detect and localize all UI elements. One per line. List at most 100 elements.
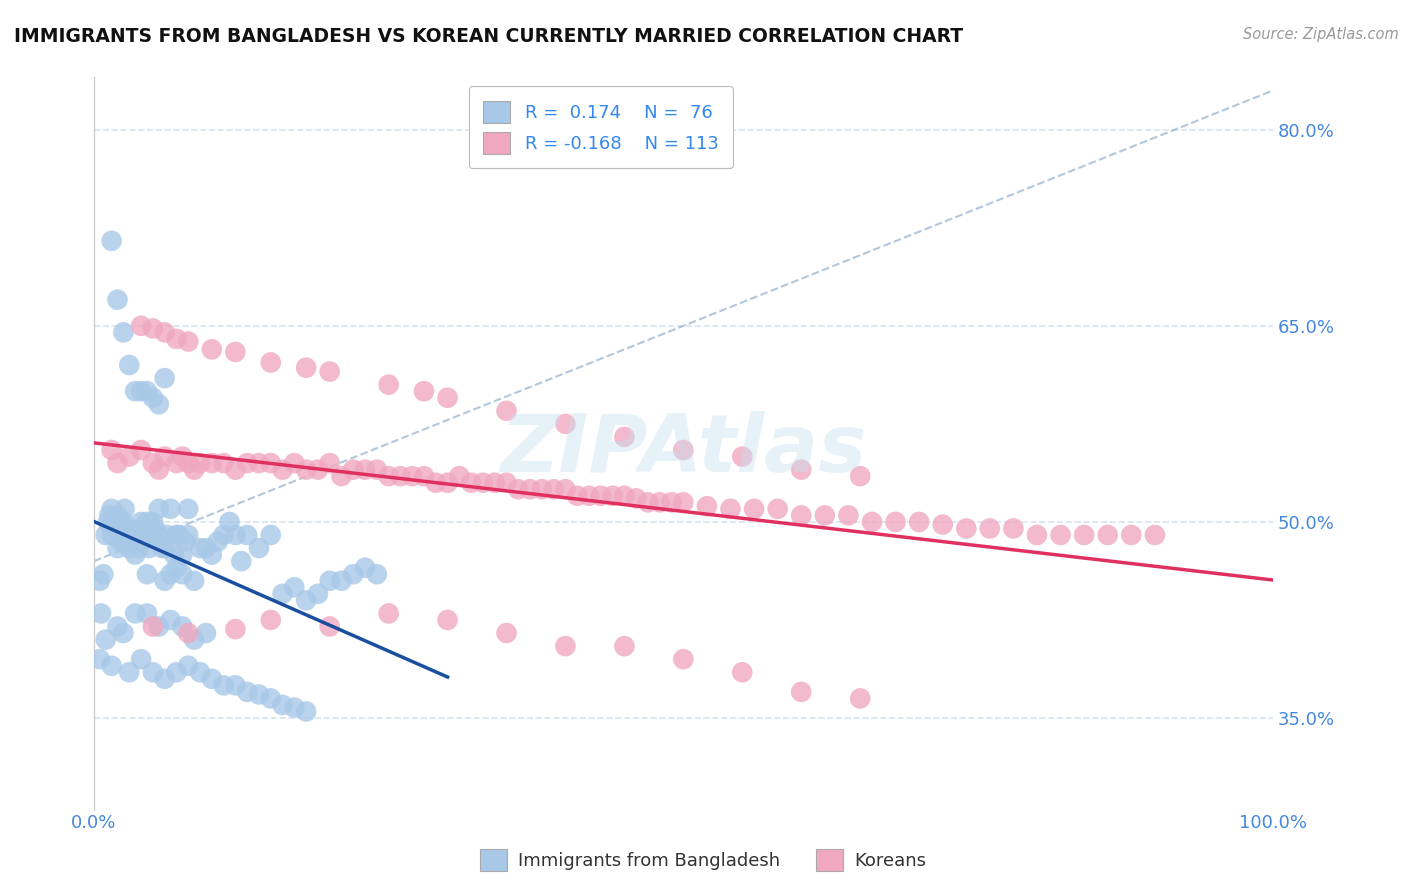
Point [107, 619, 129, 633]
Point [672, 652, 695, 666]
Point [107, 456, 129, 470]
Point [295, 705, 318, 719]
Point [153, 541, 176, 555]
Point [342, 567, 364, 582]
Point [129, 384, 152, 399]
Point [94, 528, 117, 542]
Point [377, 377, 399, 392]
Point [413, 469, 436, 483]
Point [121, 534, 143, 549]
Point [142, 665, 165, 680]
Point [90, 607, 112, 621]
Point [156, 528, 179, 542]
Point [1073, 528, 1095, 542]
Point [247, 541, 270, 555]
Point [115, 528, 138, 542]
Point [172, 450, 194, 464]
Point [307, 462, 329, 476]
Point [177, 626, 200, 640]
Point [224, 528, 246, 542]
Point [201, 548, 224, 562]
Point [613, 489, 636, 503]
Point [849, 691, 872, 706]
Point [218, 515, 240, 529]
Text: IMMIGRANTS FROM BANGLADESH VS KOREAN CURRENTLY MARRIED CORRELATION CHART: IMMIGRANTS FROM BANGLADESH VS KOREAN CUR… [14, 27, 963, 45]
Point [271, 462, 294, 476]
Point [118, 541, 141, 555]
Point [188, 665, 211, 680]
Point [188, 541, 211, 555]
Point [201, 456, 224, 470]
Legend: Immigrants from Bangladesh, Koreans: Immigrants from Bangladesh, Koreans [472, 842, 934, 879]
Point [460, 475, 482, 490]
Point [107, 515, 129, 529]
Point [589, 489, 612, 503]
Point [159, 501, 181, 516]
Point [436, 391, 458, 405]
Point [330, 574, 353, 588]
Point [260, 613, 283, 627]
Point [283, 700, 305, 714]
Point [602, 489, 624, 503]
Point [720, 501, 742, 516]
Point [837, 508, 859, 523]
Point [128, 541, 150, 555]
Point [153, 326, 176, 340]
Point [129, 443, 152, 458]
Text: Source: ZipAtlas.com: Source: ZipAtlas.com [1243, 27, 1399, 42]
Point [165, 560, 187, 574]
Point [224, 678, 246, 692]
Point [177, 501, 200, 516]
Point [484, 475, 506, 490]
Point [142, 321, 165, 335]
Point [153, 450, 176, 464]
Point [129, 534, 152, 549]
Point [100, 234, 122, 248]
Point [495, 626, 517, 640]
Point [1097, 528, 1119, 542]
Point [1026, 528, 1049, 542]
Point [167, 528, 190, 542]
Point [136, 567, 159, 582]
Point [100, 528, 122, 542]
Point [194, 626, 217, 640]
Point [177, 334, 200, 349]
Point [153, 371, 176, 385]
Point [163, 548, 186, 562]
Point [103, 515, 125, 529]
Point [1002, 521, 1025, 535]
Point [188, 456, 211, 470]
Point [260, 355, 283, 369]
Point [114, 501, 136, 516]
Point [354, 462, 377, 476]
Point [1143, 528, 1166, 542]
Point [318, 365, 340, 379]
Point [318, 619, 340, 633]
Point [201, 343, 224, 357]
Point [110, 534, 132, 549]
Point [366, 567, 388, 582]
Point [153, 672, 176, 686]
Point [648, 495, 671, 509]
Point [742, 501, 765, 516]
Point [112, 515, 135, 529]
Point [849, 469, 872, 483]
Point [260, 528, 283, 542]
Point [136, 607, 159, 621]
Point [165, 456, 187, 470]
Point [118, 665, 141, 680]
Point [97, 515, 120, 529]
Point [100, 658, 122, 673]
Point [366, 462, 388, 476]
Point [231, 554, 253, 568]
Point [118, 450, 141, 464]
Point [508, 482, 530, 496]
Point [174, 534, 197, 549]
Point [148, 397, 170, 411]
Point [148, 528, 170, 542]
Point [578, 489, 600, 503]
Point [143, 521, 166, 535]
Point [672, 495, 695, 509]
Point [89, 574, 111, 588]
Point [554, 482, 576, 496]
